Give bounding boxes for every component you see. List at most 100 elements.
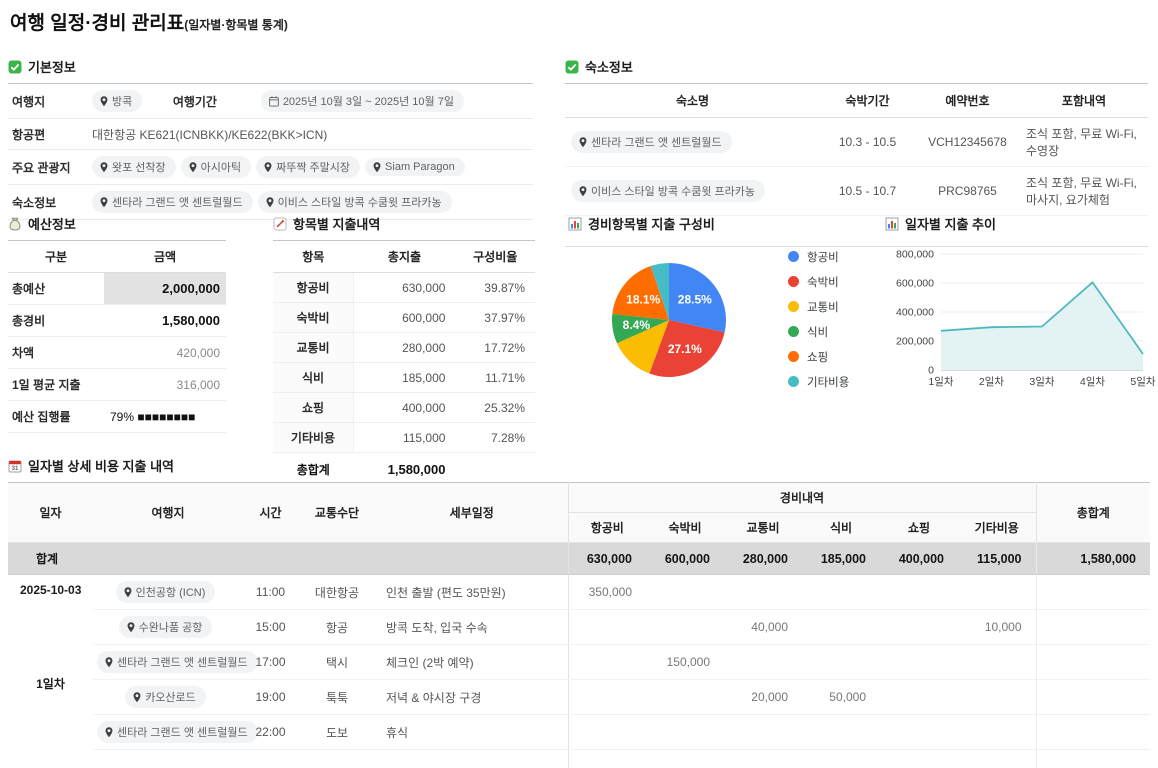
- legend-dot: [788, 376, 799, 387]
- grand-total-value: 630,000: [568, 543, 646, 575]
- expense-cell: [646, 715, 724, 750]
- basic-info-header: 기본정보: [8, 57, 533, 76]
- expense-cell: [724, 645, 802, 680]
- expense-cell: 350,000: [568, 575, 646, 610]
- category-row: 항공비630,00039.87%: [273, 273, 535, 303]
- expense-cell: [958, 575, 1036, 610]
- legend-item: 항공비: [788, 249, 849, 265]
- category-total: 600,000: [354, 303, 456, 333]
- lodging-name-cell: 센타라 그랜드 앳 센트럴월드: [565, 118, 820, 167]
- legend-label: 항공비: [807, 249, 839, 265]
- expense-cell: 50,000: [802, 680, 880, 715]
- empty-cell: [376, 750, 568, 768]
- empty-cell: [298, 750, 376, 768]
- column-header: 세부일정: [376, 483, 568, 543]
- x-axis-tick: 2일차: [979, 375, 1004, 388]
- category-ratio: 7.28%: [455, 423, 535, 453]
- column-header: 기타비용: [958, 513, 1036, 543]
- budget-row: 차액420,000: [8, 337, 226, 369]
- category-total: 185,000: [354, 363, 456, 393]
- day-number-label: 1일차: [8, 675, 93, 692]
- empty-row: [8, 750, 1150, 768]
- section-title: 일자별 지출 추이: [905, 214, 996, 233]
- pie-slice-label: 18.1%: [626, 292, 660, 306]
- detail-cell: 체크인 (2박 예약): [376, 645, 568, 680]
- expense-cell: [958, 680, 1036, 715]
- row-label: 여행지: [8, 84, 88, 119]
- legend-label: 식비: [807, 324, 828, 340]
- daily-detail-section: 31 일자별 상세 비용 지출 내역 일자 여행지 시간 교통수단 세부일정 경…: [8, 456, 1150, 768]
- legend-dot: [788, 326, 799, 337]
- grand-total-value: 1,580,000: [1036, 543, 1150, 575]
- tag-pill-label: 센타라 그랜드 앳 센트럴월드: [112, 194, 243, 210]
- column-header: 일자: [8, 483, 93, 543]
- place-cell: 수완나품 공항: [93, 610, 243, 645]
- section-title: 일자별 상세 비용 지출 내역: [28, 456, 174, 475]
- line-chart: 800,000600,000400,000200,00001일차2일차3일차4일…: [885, 240, 1157, 398]
- pin-icon: [579, 186, 587, 197]
- tag-pill: 이비스 스타일 방콕 수쿰윗 프라카농: [571, 180, 765, 202]
- column-header: 식비: [802, 513, 880, 543]
- column-header: 쇼핑: [880, 513, 958, 543]
- attractions-cell: 왓포 선착장아시아틱 짜뚜짝 주말시장 Siam Paragon: [88, 150, 533, 185]
- category-row: 쇼핑400,00025.32%: [273, 393, 535, 423]
- grand-total-value: 115,000: [958, 543, 1036, 575]
- flight-info: 대한항공 KE621(ICNBKK)/KE622(BKK>ICN): [88, 119, 533, 150]
- tag-pill-label: 카오산로드: [145, 689, 196, 705]
- budget-section: 예산정보 구분 금액 총예산2,000,000총경비1,580,000차액420…: [8, 214, 226, 433]
- empty-cell: [568, 750, 646, 768]
- budget-value: 1,580,000: [104, 305, 226, 337]
- tag-pill: Siam Paragon: [365, 158, 465, 176]
- calendar-small-icon: [269, 96, 279, 107]
- empty-cell: [646, 750, 724, 768]
- category-total: 280,000: [354, 333, 456, 363]
- empty-cell: [1036, 750, 1150, 768]
- category-expense-table: 항목 총지출 구성비율 항공비630,00039.87%숙박비600,00037…: [273, 240, 535, 486]
- expense-cell: 20,000: [724, 680, 802, 715]
- empty-cell: [93, 750, 243, 768]
- table-row: 주요 관광지 왓포 선착장아시아틱 짜뚜짝 주말시장 Siam Paragon: [8, 150, 533, 185]
- expense-cell: [568, 645, 646, 680]
- column-header: 교통비: [724, 513, 802, 543]
- category-row: 기타비용115,0007.28%: [273, 423, 535, 453]
- transport-cell: 대한항공: [298, 575, 376, 610]
- table-header-row: 숙소명숙박기간예약번호포함내역: [565, 84, 1148, 118]
- category-ratio: 25.32%: [455, 393, 535, 423]
- pin-icon: [264, 162, 272, 173]
- column-header: 항목: [273, 241, 354, 273]
- pin-icon: [579, 137, 587, 148]
- tag-pill: 2025년 10월 3일 ~ 2025년 10월 7일: [261, 90, 464, 112]
- lodging-booking-cell: VCH12345678: [915, 118, 1020, 167]
- expense-cell: 150,000: [646, 645, 724, 680]
- tag-pill-label: 방콕: [112, 93, 132, 109]
- tag-pill: 아시아틱: [181, 156, 251, 178]
- lodging-name-cell: 이비스 스타일 방콕 수쿰윗 프라카농: [565, 167, 820, 216]
- y-axis-tick: 200,000: [896, 336, 934, 348]
- itinerary-row: 수완나품 공항15:00항공방콕 도착, 입국 수속40,00010,000: [8, 610, 1150, 645]
- category-ratio: 17.72%: [455, 333, 535, 363]
- section-title: 예산정보: [28, 214, 76, 233]
- expense-cell: [568, 680, 646, 715]
- tag-pill: 짜뚜짝 주말시장: [256, 156, 360, 178]
- pin-icon: [100, 162, 108, 173]
- day-cell: 2025-10-031일차: [8, 575, 93, 768]
- lodging-period-cell: 10.3 - 10.5: [820, 118, 915, 167]
- itinerary-row: 2025-10-031일차인천공항 (ICN)11:00대한항공인천 출발 (편…: [8, 575, 1150, 610]
- row-label: 항공편: [8, 119, 88, 150]
- column-header: 숙소명: [565, 84, 820, 118]
- expense-cell: [880, 715, 958, 750]
- grand-total-header: 총합계: [1036, 483, 1150, 543]
- grand-total-value: 400,000: [880, 543, 958, 575]
- column-header: 금액: [104, 241, 226, 273]
- pin-icon: [100, 96, 108, 107]
- legend-item: 기타비용: [788, 374, 849, 390]
- tag-pill: 센타라 그랜드 앳 센트럴월드: [92, 191, 253, 213]
- row-label: 주요 관광지: [8, 150, 88, 185]
- tag-pill-label: 2025년 10월 3일 ~ 2025년 10월 7일: [283, 93, 454, 109]
- legend-dot: [788, 351, 799, 362]
- tag-pill-label: 짜뚜짝 주말시장: [276, 159, 350, 175]
- column-header: 구성비율: [455, 241, 535, 273]
- expense-cell: [802, 610, 880, 645]
- pin-icon: [133, 692, 141, 703]
- tag-pill: 왓포 선착장: [92, 156, 176, 178]
